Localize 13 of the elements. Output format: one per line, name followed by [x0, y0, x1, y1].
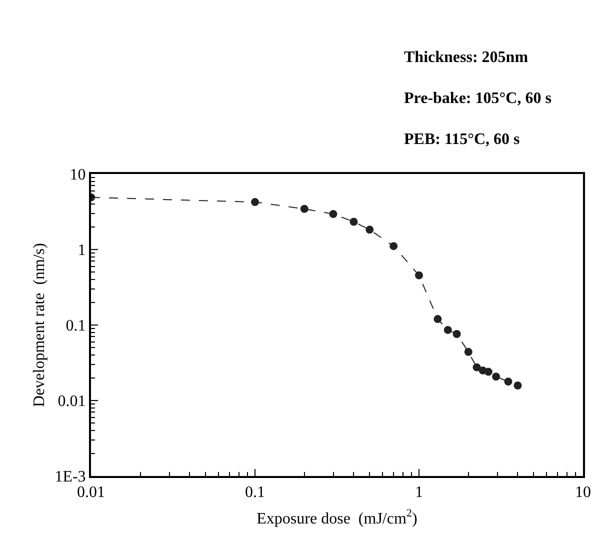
x-tick-label: 10	[575, 484, 591, 502]
x-axis-title: Exposure dose (mJ/cm$^{2}$)	[256, 508, 418, 528]
y-tick-label: 1E-3	[54, 468, 86, 486]
y-axis-title: Development rate (nm/s)	[31, 243, 48, 407]
x-tick-label: 1	[415, 484, 423, 502]
y-tick-label: 0.1	[66, 318, 86, 335]
x-tick-label: 0.1	[245, 484, 265, 502]
y-tick-label: 1	[78, 242, 86, 260]
y-tick-label: 10	[70, 166, 86, 184]
text: Thickness: 205nm	[404, 49, 529, 66]
text: PEB: 115°C, 60 s	[404, 131, 520, 148]
text: Pre-bake: 105°C, 60 s	[404, 90, 552, 107]
y-tick-label: 0.01	[58, 393, 86, 410]
